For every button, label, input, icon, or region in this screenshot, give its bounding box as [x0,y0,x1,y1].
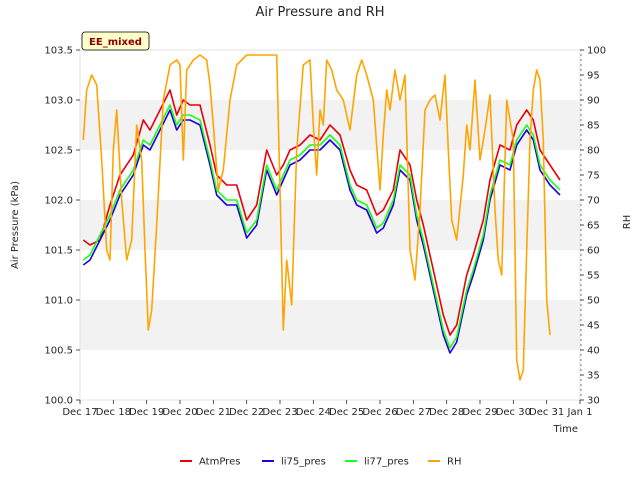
x-tick-label: Dec 21 [196,407,231,418]
badge-label: EE_mixed [89,37,142,48]
x-axis-label: Time [553,424,578,435]
x-tick-label: Dec 26 [362,407,397,418]
badge-box [81,31,150,51]
y2-tick-label: 90 [587,96,600,107]
x-tick-label: Dec 31 [529,407,564,418]
y-tick-label: 100.0 [44,396,73,407]
x-tick-label: Dec 24 [296,407,331,418]
x-tick-label: Dec 22 [229,407,264,418]
legend-label-li75_pres: li75_pres [281,457,326,468]
x-tick-label: Dec 30 [496,407,531,418]
legend: AtmPres li75_pres li77_pres RH [180,457,461,468]
x-tick-label: Dec 27 [396,407,431,418]
x-tick-label: Dec 19 [129,407,164,418]
series-layer [82,54,561,381]
y-axis-label: Air Pressure (kPa) [10,181,21,269]
x-tick-label: Dec 28 [429,407,464,418]
y-tick-label: 102.5 [44,146,73,157]
y2-tick-label: 95 [587,71,600,82]
y2-tick-label: 80 [587,146,600,157]
legend-label-AtmPres: AtmPres [199,457,240,468]
x-tick-label: Jan 1 [567,407,593,418]
x-tick-label: Dec 25 [329,407,364,418]
series-line-AtmPres [82,89,561,336]
y-axis-ticks: 100.0 100.5 101.0 101.5 102.0 102.5 103.0 103.5 [44,46,80,407]
y2-axis-ticks: 30 35 40 45 50 55 60 65 70 75 80 85 90 95 100 [580,46,606,407]
legend-label-RH: RH [447,457,461,468]
y-tick-label: 103.0 [44,96,73,107]
y2-tick-label: 70 [587,196,600,207]
y2-tick-label: 40 [587,346,600,357]
legend-label-li77_pres: li77_pres [364,457,409,468]
y-tick-label: 101.5 [44,246,73,257]
y2-tick-label: 85 [587,121,600,132]
y2-tick-label: 60 [587,246,600,257]
y2-tick-label: 35 [587,371,600,382]
x-tick-label: Dec 18 [96,407,131,418]
y-tick-label: 100.5 [44,346,73,357]
chart-title: Air Pressure and RH [255,5,384,20]
series-line-RH [82,54,551,381]
y2-axis-label: RH [622,215,633,229]
y2-tick-label: 45 [587,321,600,332]
x-tick-label: Dec 20 [162,407,197,418]
y-tick-label: 103.5 [44,46,73,57]
x-tick-label: Dec 23 [262,407,297,418]
x-tick-label: Dec 17 [62,407,97,418]
y2-tick-label: 65 [587,221,600,232]
x-tick-label: Dec 29 [462,407,497,418]
y-tick-label: 101.0 [44,296,73,307]
series-line-li75_pres [82,109,561,354]
y2-tick-label: 55 [587,271,600,282]
series-line-li77_pres [82,104,561,349]
badge: EE_mixed [81,31,150,51]
y2-tick-label: 30 [587,396,600,407]
y2-tick-label: 75 [587,171,600,182]
y2-tick-label: 100 [587,46,606,57]
y-tick-label: 102.0 [44,196,73,207]
y2-tick-label: 50 [587,296,600,307]
grid-band [80,300,580,350]
